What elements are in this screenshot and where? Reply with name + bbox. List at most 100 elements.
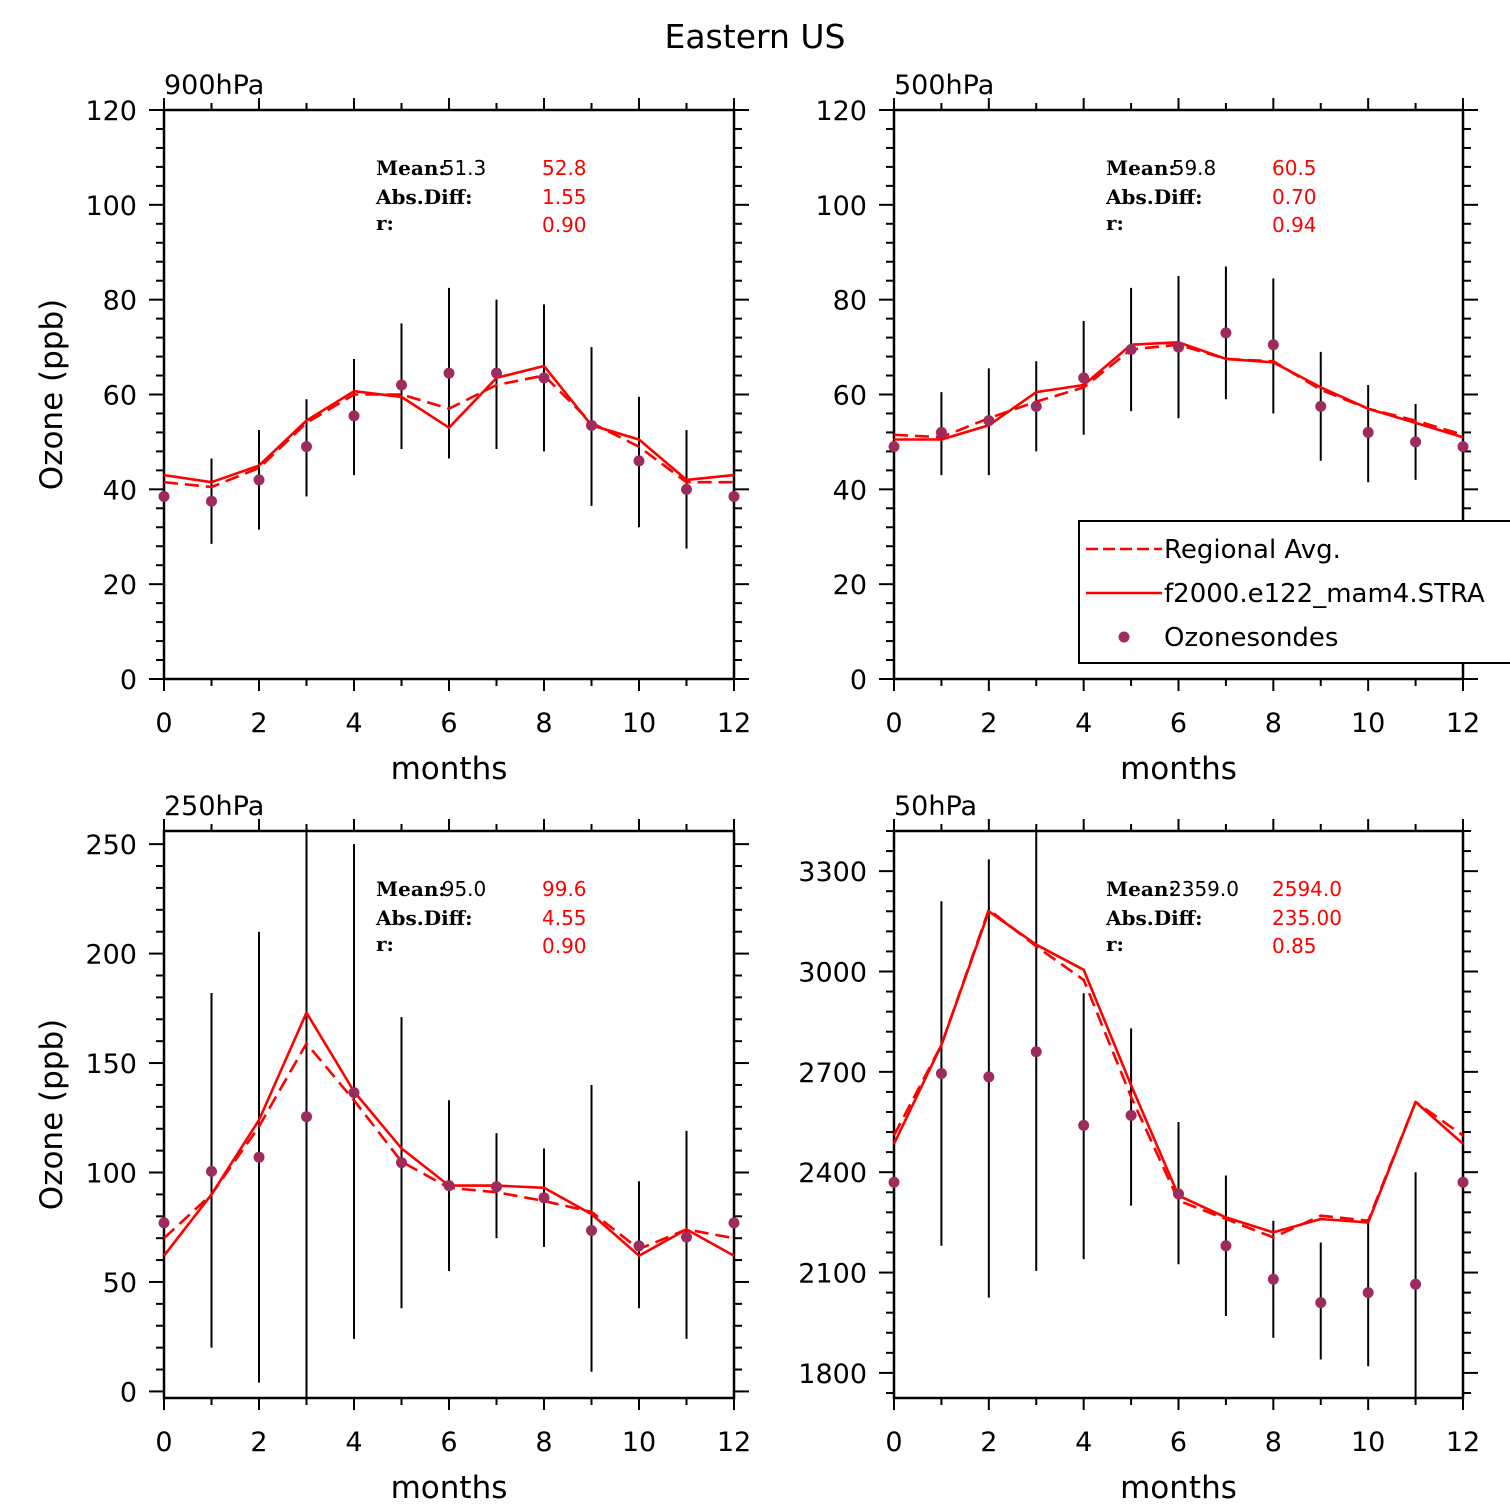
stats-absdiff-label: Abs.Diff: bbox=[1105, 906, 1202, 930]
obs-point-month-0 bbox=[158, 490, 170, 502]
obs-point-month-11 bbox=[681, 483, 692, 495]
stats-r-label: r: bbox=[1106, 932, 1124, 956]
y-tick-label: 40 bbox=[103, 475, 137, 506]
x-tick-label: 10 bbox=[622, 708, 656, 739]
stats-mean-obs: 95.0 bbox=[442, 877, 487, 901]
obs-point-month-9 bbox=[1315, 400, 1327, 412]
x-tick-label: 0 bbox=[885, 708, 902, 739]
y-tick-label: 40 bbox=[833, 475, 867, 506]
obs-point-month-1 bbox=[206, 495, 217, 507]
x-tick-label: 4 bbox=[1075, 708, 1092, 739]
obs-point-month-3 bbox=[301, 441, 312, 453]
obs-point-month-0 bbox=[888, 1176, 900, 1188]
y-tick-label: 200 bbox=[85, 940, 137, 971]
x-axis-label: months bbox=[1120, 1470, 1237, 1506]
obs-point-month-10 bbox=[633, 455, 645, 467]
y-tick-label: 100 bbox=[85, 191, 137, 222]
x-tick-label: 10 bbox=[622, 1427, 656, 1458]
obs-point-month-12 bbox=[1457, 1176, 1469, 1188]
obs-point-month-11 bbox=[681, 1231, 692, 1243]
y-tick-label: 80 bbox=[833, 286, 867, 317]
y-tick-label: 60 bbox=[833, 381, 867, 412]
x-tick-label: 12 bbox=[1446, 1427, 1480, 1458]
obs-point-month-4 bbox=[348, 1087, 360, 1099]
obs-point-month-6 bbox=[1173, 341, 1184, 353]
obs-point-month-5 bbox=[396, 379, 407, 391]
y-tick-label: 3000 bbox=[798, 957, 867, 988]
chart-panel-250hPa: 250hPa 0 2 4 6 8 10 12 0 50 100 150 200 250 months Ozon… bbox=[34, 791, 751, 1506]
x-tick-label: 6 bbox=[440, 1427, 457, 1458]
obs-point-month-9 bbox=[1315, 1297, 1327, 1309]
figure-title: Eastern US bbox=[664, 17, 845, 56]
stats-absdiff-value: 1.55 bbox=[542, 185, 587, 209]
stats-r-value: 0.90 bbox=[542, 213, 587, 237]
obs-point-month-5 bbox=[1125, 1109, 1137, 1121]
stats-mean-obs: 59.8 bbox=[1172, 156, 1217, 180]
obs-point-month-6 bbox=[443, 367, 455, 379]
obs-point-month-3 bbox=[301, 1111, 312, 1123]
obs-point-month-5 bbox=[396, 1157, 407, 1169]
obs-point-month-12 bbox=[1457, 441, 1469, 453]
stats-absdiff-label: Abs.Diff: bbox=[1105, 185, 1202, 209]
obs-point-month-4 bbox=[348, 410, 360, 422]
y-tick-label: 150 bbox=[85, 1049, 137, 1080]
x-tick-label: 12 bbox=[1446, 708, 1480, 739]
plot-area bbox=[893, 266, 1464, 483]
obs-point-month-9 bbox=[586, 419, 597, 431]
x-tick-label: 8 bbox=[1265, 1427, 1282, 1458]
stats-mean-obs: 51.3 bbox=[442, 156, 487, 180]
stats-r-label: r: bbox=[376, 211, 394, 235]
obs-point-month-7 bbox=[491, 367, 502, 379]
obs-point-month-7 bbox=[1220, 327, 1232, 339]
x-tick-label: 4 bbox=[345, 1427, 362, 1458]
stats-absdiff-label: Abs.Diff: bbox=[375, 906, 472, 930]
x-tick-label: 2 bbox=[250, 1427, 267, 1458]
y-tick-label: 120 bbox=[815, 96, 867, 127]
x-tick-label: 0 bbox=[155, 1427, 172, 1458]
stats-mean-model: 60.5 bbox=[1272, 156, 1317, 180]
legend-swatch-marker bbox=[1118, 631, 1130, 643]
obs-point-month-0 bbox=[158, 1217, 170, 1229]
y-axis-label: Ozone (ppb) bbox=[34, 1019, 70, 1210]
x-tick-label: 2 bbox=[980, 1427, 997, 1458]
obs-point-month-1 bbox=[935, 1068, 947, 1080]
stats-r-label: r: bbox=[1106, 211, 1124, 235]
obs-point-month-11 bbox=[1410, 1278, 1422, 1290]
stats-mean-model: 2594.0 bbox=[1272, 877, 1342, 901]
stats-r-value: 0.90 bbox=[542, 934, 587, 958]
obs-point-month-2 bbox=[253, 474, 265, 486]
x-tick-label: 4 bbox=[1075, 1427, 1092, 1458]
y-tick-label: 120 bbox=[85, 96, 137, 127]
obs-point-month-8 bbox=[538, 372, 550, 384]
plot-area bbox=[163, 287, 735, 549]
obs-point-month-1 bbox=[206, 1165, 217, 1177]
obs-point-month-5 bbox=[1125, 343, 1137, 355]
y-tick-label: 0 bbox=[120, 1377, 137, 1408]
stats-absdiff-value: 235.00 bbox=[1272, 906, 1342, 930]
stats-mean-label: Mean: bbox=[376, 156, 446, 180]
x-axis-label: months bbox=[391, 1470, 508, 1506]
obs-point-month-7 bbox=[1220, 1240, 1232, 1252]
stats-absdiff-value: 4.55 bbox=[542, 906, 587, 930]
stats-mean-label: Mean: bbox=[376, 877, 446, 901]
stats-mean-obs: 2359.0 bbox=[1169, 877, 1239, 901]
x-tick-label: 6 bbox=[440, 708, 457, 739]
stats-mean-model: 99.6 bbox=[542, 877, 587, 901]
x-tick-label: 10 bbox=[1351, 708, 1385, 739]
x-tick-label: 6 bbox=[1170, 708, 1187, 739]
y-tick-label: 100 bbox=[85, 1159, 137, 1190]
y-tick-label: 0 bbox=[850, 665, 867, 696]
obs-point-month-6 bbox=[1173, 1188, 1184, 1200]
obs-point-month-2 bbox=[253, 1151, 265, 1163]
x-tick-label: 0 bbox=[155, 708, 172, 739]
x-axis-label: months bbox=[391, 751, 508, 787]
stats-absdiff-value: 0.70 bbox=[1272, 185, 1317, 209]
obs-point-month-9 bbox=[586, 1225, 597, 1237]
y-tick-label: 100 bbox=[815, 191, 867, 222]
x-tick-label: 6 bbox=[1170, 1427, 1187, 1458]
panel-label: 900hPa bbox=[164, 70, 264, 101]
y-tick-label: 20 bbox=[833, 570, 867, 601]
y-tick-label: 2400 bbox=[798, 1158, 867, 1189]
